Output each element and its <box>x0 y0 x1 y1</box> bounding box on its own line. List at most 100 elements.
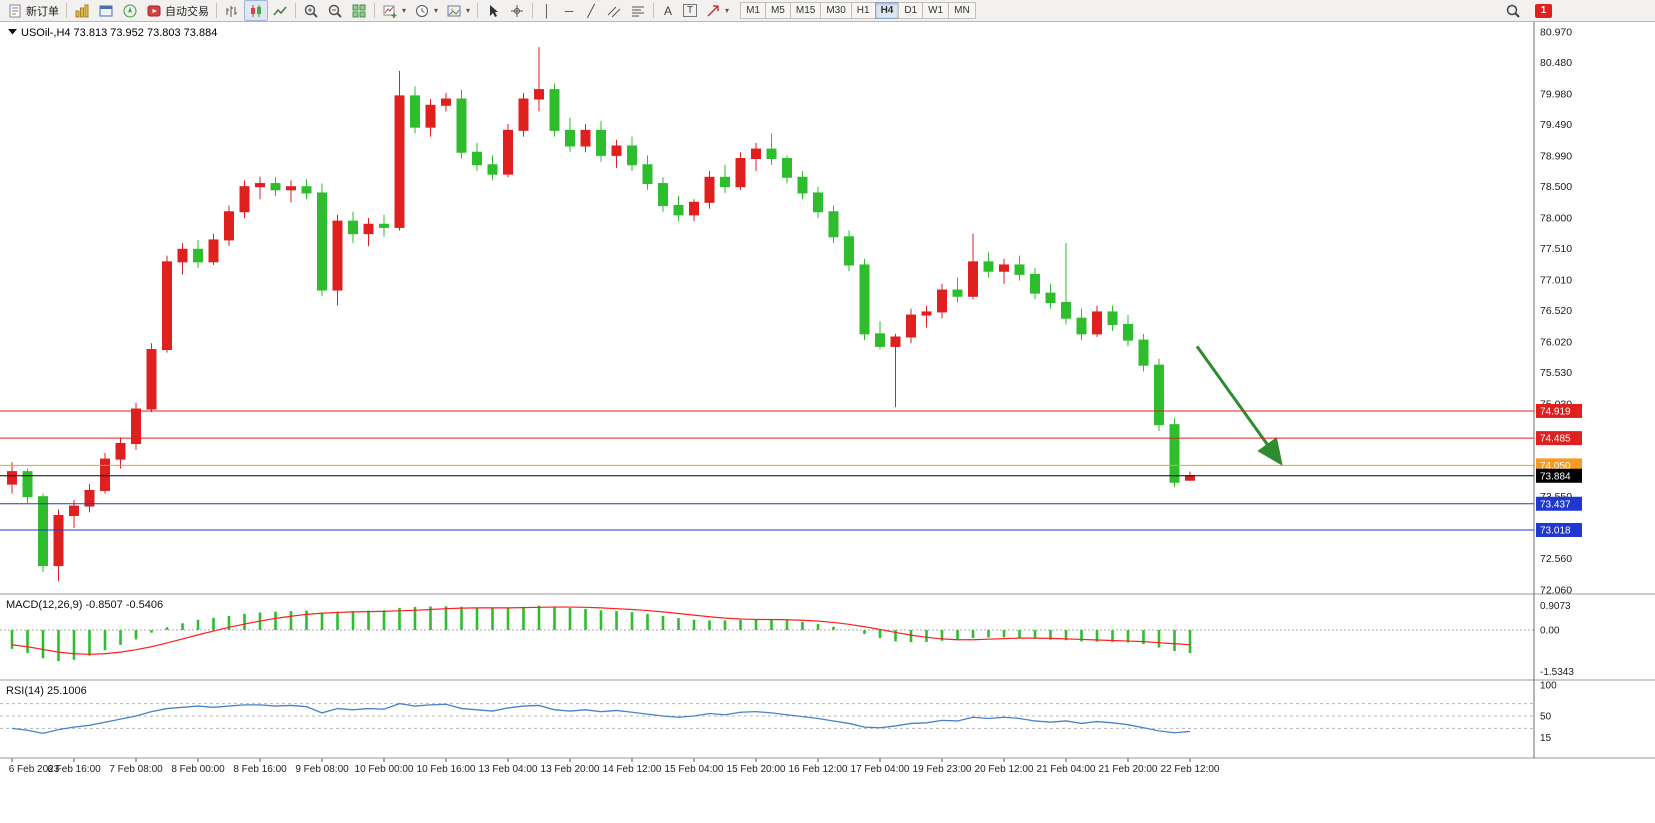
templates-button[interactable]: ▾ <box>442 0 474 21</box>
price-tick-label: 79.490 <box>1540 119 1572 131</box>
candle-body <box>224 211 234 241</box>
timeframe-m15-button[interactable]: M15 <box>789 2 822 19</box>
candle-body <box>549 89 560 131</box>
candle-body <box>1045 292 1056 304</box>
price-badge-label: 74.485 <box>1540 434 1571 445</box>
candle-body <box>875 333 885 347</box>
price-badge-label: 73.437 <box>1540 499 1571 510</box>
macd-label: MACD(12,26,9) -0.8507 -0.5406 <box>6 599 163 611</box>
notification-badge[interactable]: 1 <box>1535 3 1552 18</box>
macd-scale-label: -1.5343 <box>1540 667 1574 678</box>
arrows-button[interactable]: ▾ <box>701 0 733 21</box>
toolbar-separator <box>477 3 479 18</box>
timeframe-m30-button[interactable]: M30 <box>820 2 852 19</box>
candle-body <box>410 95 420 128</box>
timeframe-m5-button[interactable]: M5 <box>764 2 791 19</box>
toolbar-separator <box>66 3 67 18</box>
candle-body <box>751 148 761 160</box>
cursor-button[interactable] <box>481 0 505 21</box>
text-label-button[interactable]: T <box>679 0 701 21</box>
candle-body <box>69 505 79 516</box>
price-badge <box>1536 403 1582 418</box>
timeframe-w1-button[interactable]: W1 <box>922 2 950 19</box>
trendline-button[interactable]: ╱ <box>580 0 602 21</box>
candle-body <box>472 151 482 166</box>
cursor-icon <box>485 3 501 19</box>
data-window-button[interactable] <box>94 0 118 21</box>
candle-body <box>642 164 653 185</box>
price-tick-label: 78.000 <box>1540 213 1572 225</box>
candle-body <box>999 264 1009 272</box>
candle-body <box>84 489 95 507</box>
search-button[interactable] <box>1501 0 1525 21</box>
candle-body <box>317 192 327 291</box>
candle-body <box>348 220 358 235</box>
time-label: 20 Feb 12:00 <box>975 764 1034 775</box>
candle-body <box>363 223 374 235</box>
autotrading-button[interactable]: 自动交易 <box>142 0 213 21</box>
candle-body <box>534 89 544 100</box>
candle-body <box>332 220 343 291</box>
price-badge-label: 74.050 <box>1540 461 1571 472</box>
bar-chart-mode-button[interactable] <box>220 0 244 21</box>
timeframe-h1-button[interactable]: H1 <box>850 2 876 19</box>
vertical-line-button[interactable]: │ <box>536 0 558 21</box>
rsi-scale-label: 100 <box>1540 681 1557 692</box>
navigator-button[interactable] <box>118 0 142 21</box>
chart-canvas[interactable]: USOil-,H4 73.813 73.952 73.803 73.884 80.… <box>0 22 1655 823</box>
macd-scale-label: 0.00 <box>1540 626 1560 637</box>
candle-body <box>100 458 110 491</box>
fibonacci-retracement-button[interactable] <box>626 0 650 21</box>
line-chart-mode-button[interactable] <box>268 0 292 21</box>
equidistant-channel-icon <box>606 3 622 19</box>
crosshair-button[interactable] <box>505 0 529 21</box>
market-watch-button[interactable] <box>70 0 94 21</box>
price-badge <box>1536 431 1582 446</box>
price-tick-label: 72.060 <box>1540 585 1572 597</box>
candle-body <box>255 183 265 188</box>
time-label: 10 Feb 00:00 <box>355 764 414 775</box>
candle-body <box>782 158 792 178</box>
new-order-button[interactable]: 新订单 <box>3 0 63 21</box>
candle-body <box>379 223 389 228</box>
market-watch-icon <box>74 3 90 19</box>
candle-body <box>38 496 48 567</box>
timeframe-bar: M1 M5 M15 M30 H1 H4 D1 W1 MN <box>740 0 976 21</box>
timeframe-h4-button[interactable]: H4 <box>874 2 900 19</box>
timeframe-m1-button[interactable]: M1 <box>740 2 766 19</box>
dropdown-caret-icon: ▾ <box>434 6 439 15</box>
timeframe-mn-button[interactable]: MN <box>948 2 976 19</box>
chart-title: USOil-,H4 73.813 73.952 73.803 73.884 <box>21 27 217 39</box>
time-label: 14 Feb 12:00 <box>603 764 662 775</box>
toolbar-separator <box>374 3 375 18</box>
tile-windows-button[interactable] <box>347 0 371 21</box>
time-label: 6 Feb 16:00 <box>47 764 101 775</box>
new-chart-button[interactable]: ▾ <box>378 0 410 21</box>
text-button[interactable]: A <box>657 0 679 21</box>
candlestick-mode-button[interactable] <box>244 0 268 21</box>
collapse-triangle-icon[interactable] <box>8 29 17 35</box>
price-badge-label: 73.884 <box>1540 471 1571 482</box>
candle-body <box>1138 339 1149 366</box>
time-label: 16 Feb 12:00 <box>789 764 848 775</box>
equidistant-channel-button[interactable] <box>602 0 626 21</box>
zoom-in-button[interactable] <box>299 0 323 21</box>
rsi-scale-label: 15 <box>1540 733 1552 744</box>
price-tick-label: 79.980 <box>1540 89 1572 101</box>
periods-button[interactable]: ▾ <box>410 0 442 21</box>
candle-body <box>704 176 715 203</box>
time-label: 21 Feb 20:00 <box>1099 764 1158 775</box>
price-scale[interactable]: 80.970 80.480 79.980 79.490 78.990 78.500 78.0… <box>1536 27 1582 597</box>
price-badge-label: 74.919 <box>1540 406 1571 417</box>
candle-body <box>828 211 839 238</box>
candle-body <box>580 129 591 147</box>
trend-arrow-annotation[interactable] <box>1195 345 1283 466</box>
toolbar-separator <box>532 3 534 18</box>
candle-body <box>1014 264 1025 275</box>
timeframe-d1-button[interactable]: D1 <box>898 2 924 19</box>
zoom-out-button[interactable] <box>323 0 347 21</box>
candle-body <box>115 442 126 460</box>
candle-body <box>425 104 436 128</box>
horizontal-line-button[interactable]: ─ <box>558 0 580 21</box>
